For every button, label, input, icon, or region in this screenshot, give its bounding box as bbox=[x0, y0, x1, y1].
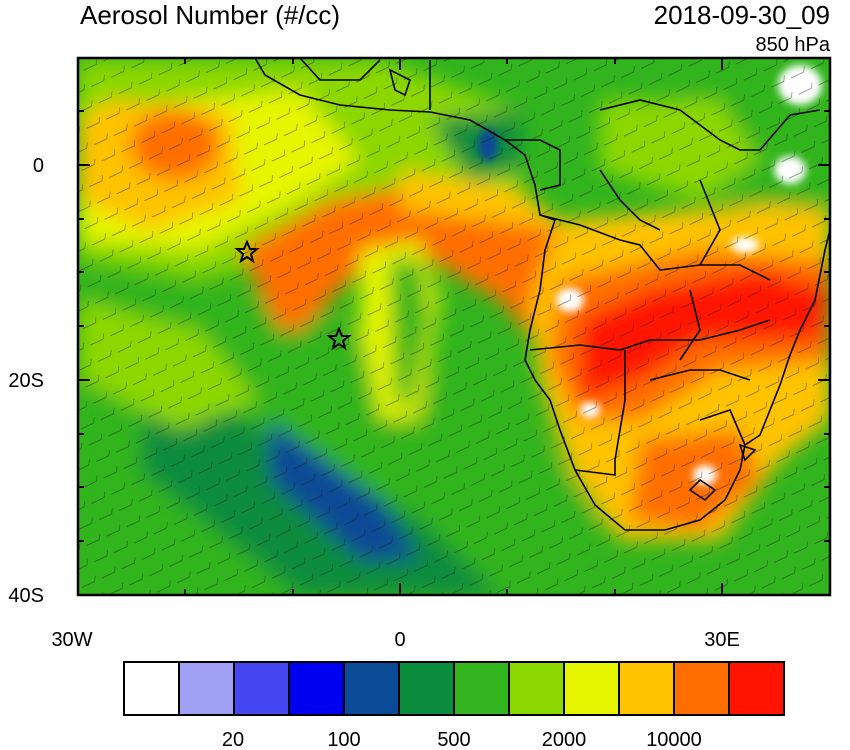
lon-label-30e: 30E bbox=[704, 629, 740, 651]
axis-ticks bbox=[77, 58, 831, 596]
colorbar-box-9 bbox=[618, 661, 675, 716]
lat-label-20s: 20S bbox=[8, 370, 44, 392]
colorbar-label-100: 100 bbox=[327, 729, 360, 750]
colorbar-labels: 20 100 500 2000 10000 bbox=[222, 729, 702, 750]
colorbar-box-10 bbox=[673, 661, 730, 716]
coastlines bbox=[254, 58, 830, 531]
colorbar-box-1 bbox=[178, 661, 235, 716]
lon-label-0: 0 bbox=[394, 629, 405, 651]
colorbar-box-4 bbox=[343, 661, 400, 716]
map-datetime: 2018-09-30_09 bbox=[653, 0, 830, 30]
star-marker-1 bbox=[234, 239, 260, 264]
map-title: Aerosol Number (#/cc) bbox=[80, 0, 341, 30]
colorbar-box-0 bbox=[123, 661, 180, 716]
lon-label-30w: 30W bbox=[51, 629, 92, 651]
colorbar-box-7 bbox=[508, 661, 565, 716]
colorbar-label-2000: 2000 bbox=[542, 729, 587, 750]
pressure-level: 850 hPa bbox=[755, 34, 830, 56]
lat-label-40s: 40S bbox=[8, 585, 44, 607]
colorbar-box-5 bbox=[398, 661, 455, 716]
colorbar-box-3 bbox=[288, 661, 345, 716]
star-marker-2 bbox=[326, 326, 352, 351]
lat-label-0: 0 bbox=[33, 155, 44, 177]
aerosol-field bbox=[78, 58, 830, 595]
colorbar-box-2 bbox=[233, 661, 290, 716]
colorbar-box-11 bbox=[728, 661, 785, 716]
colorbar-label-20: 20 bbox=[222, 729, 244, 750]
wind-barbs bbox=[78, 58, 830, 595]
colorbar-box-8 bbox=[563, 661, 620, 716]
colorbar-box-6 bbox=[453, 661, 510, 716]
colorbar-label-500: 500 bbox=[437, 729, 470, 750]
colorbar bbox=[123, 661, 785, 716]
colorbar-label-10000: 10000 bbox=[646, 729, 702, 750]
